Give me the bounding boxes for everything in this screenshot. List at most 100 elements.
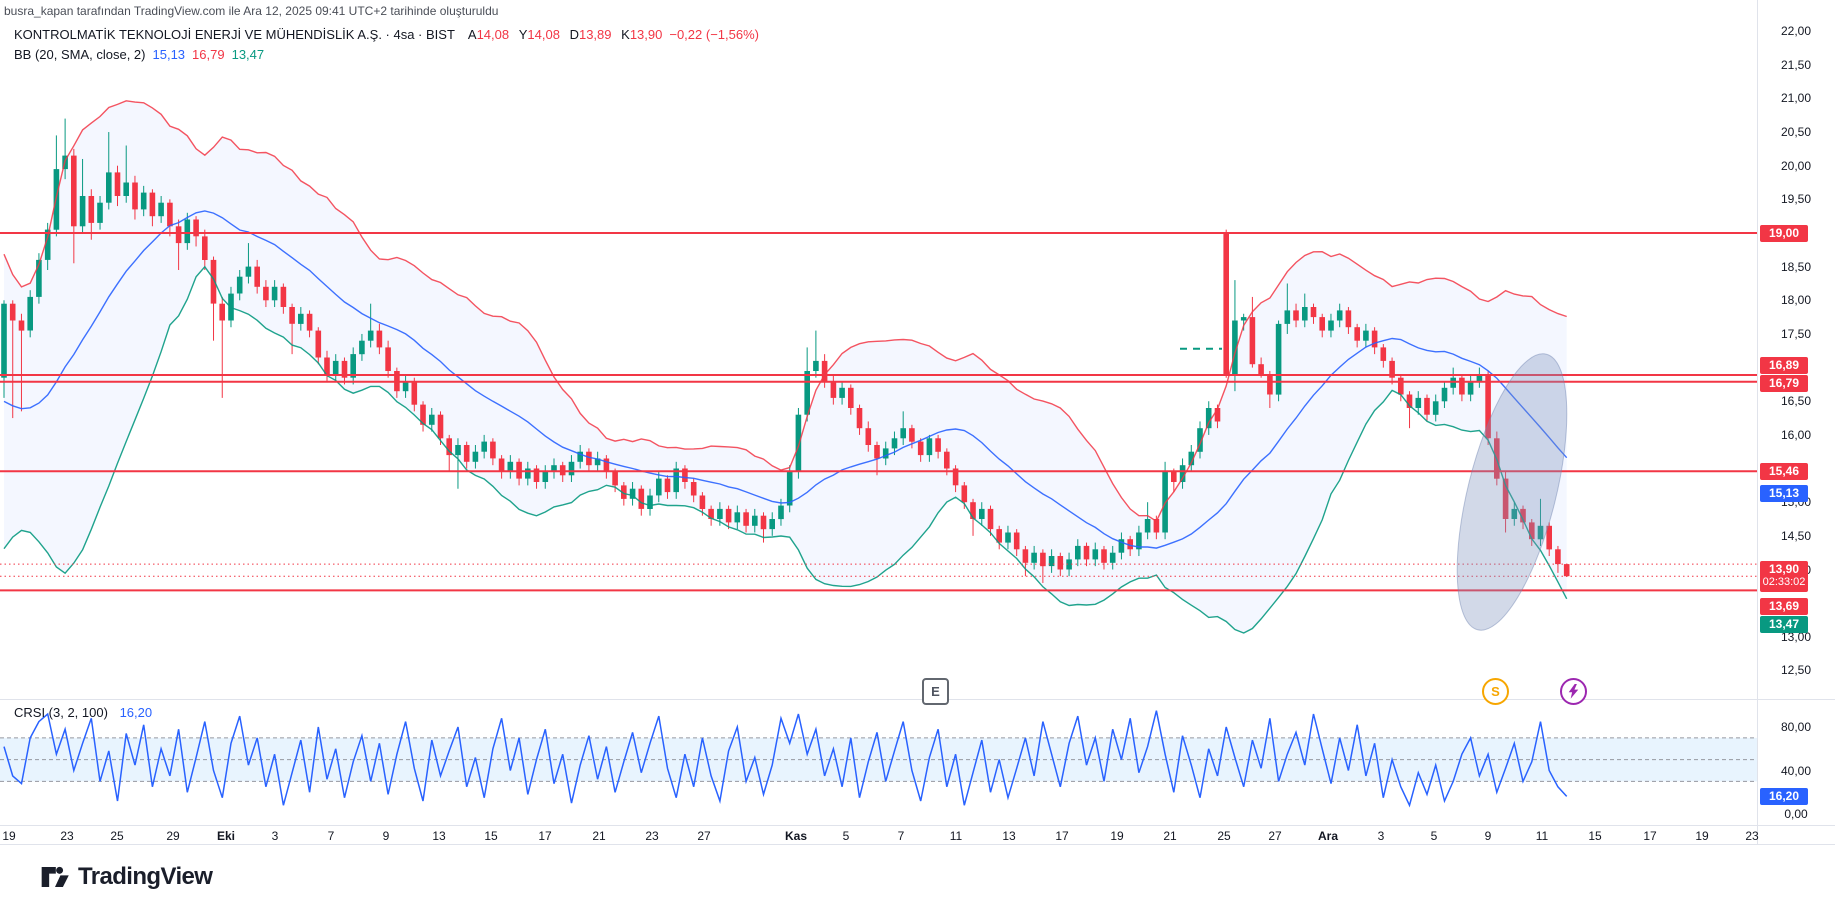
candle-body <box>1232 320 1238 375</box>
candle-body <box>638 488 645 509</box>
candle-body <box>725 508 732 523</box>
candle-body <box>1153 519 1160 533</box>
candle-body <box>1502 478 1509 519</box>
candle-body <box>210 259 217 304</box>
candle-body <box>498 458 505 472</box>
crsi-title[interactable]: CRSI (3, 2, 100) <box>14 705 108 720</box>
candle-body <box>1 303 7 378</box>
crsi-pane[interactable] <box>0 700 1757 825</box>
price-tick-label: 22,00 <box>1780 24 1812 39</box>
candle-body <box>647 495 653 509</box>
candle-body <box>1136 532 1142 550</box>
candle-body <box>1546 525 1552 550</box>
candle-body <box>682 468 688 482</box>
split-marker[interactable]: S <box>1482 678 1509 705</box>
candle-body <box>594 458 601 466</box>
lightning-marker[interactable] <box>1560 678 1587 705</box>
candle-body <box>359 340 365 355</box>
time-tick-label: 21 <box>1163 829 1177 843</box>
candle-body <box>71 155 77 227</box>
time-tick-label: 29 <box>166 829 180 843</box>
candle-body <box>856 408 863 429</box>
candle-body <box>786 471 793 506</box>
candle-body <box>839 387 845 398</box>
candle-body <box>664 478 671 493</box>
candle-body <box>603 458 610 472</box>
candle-body <box>1197 428 1203 452</box>
candle-body <box>1127 539 1133 550</box>
candle-body <box>629 488 636 499</box>
price-badge-15-13: 15,13 <box>1760 484 1808 502</box>
candle-body <box>900 428 906 439</box>
candle-body <box>1040 552 1046 567</box>
time-tick-label: 25 <box>1217 829 1231 843</box>
lightning-icon <box>1568 684 1579 699</box>
time-tick-label: 27 <box>1268 829 1282 843</box>
time-tick-label: 7 <box>327 829 335 843</box>
candle-body <box>219 303 225 321</box>
candle-body <box>1249 317 1256 365</box>
candle-body <box>1485 374 1491 439</box>
price-badge-19-00: 19,00 <box>1760 224 1808 242</box>
symbol-legend-row[interactable]: KONTROLMATİK TEKNOLOJİ ENERJİ VE MÜHENDİ… <box>14 25 759 45</box>
bb-legend-row[interactable]: BB (20, SMA, close, 2) 15,13 16,79 13,47 <box>14 45 759 65</box>
bb-indicator-label[interactable]: BB (20, SMA, close, 2) <box>14 47 146 62</box>
bb-fill <box>4 100 1567 634</box>
candle-body <box>769 519 775 530</box>
candle-body <box>254 266 260 287</box>
candle-body <box>874 445 880 459</box>
candle-body <box>429 414 435 425</box>
candle-body <box>149 192 156 217</box>
time-tick-label: 17 <box>1055 829 1069 843</box>
candle-body <box>88 196 95 223</box>
candle-body <box>306 313 313 331</box>
candle-body <box>970 502 976 519</box>
close-key: K <box>621 27 630 42</box>
candle-body <box>1267 374 1273 395</box>
pane-divider[interactable] <box>0 699 1835 700</box>
candle-body <box>516 461 522 479</box>
candle-body <box>656 478 662 496</box>
price-tick-label: 17,50 <box>1780 326 1812 341</box>
crsi-value: 16,20 <box>119 705 153 720</box>
candle-body <box>420 404 426 425</box>
candle-body <box>996 529 1002 543</box>
tradingview-logo[interactable]: TradingView <box>40 862 213 892</box>
bb-basis-value: 15,13 <box>152 47 186 62</box>
candle-body <box>193 219 199 237</box>
candle-body <box>114 172 121 196</box>
price-badge-16-79: 16,79 <box>1760 375 1808 392</box>
crsi-value-badge: 16,20 <box>1760 787 1808 805</box>
time-tick-label: 27 <box>697 829 711 843</box>
candle-body <box>36 259 42 297</box>
candle-body <box>1459 377 1465 395</box>
time-tick-label: 11 <box>949 829 963 843</box>
price-tick-label: 16,00 <box>1780 427 1812 442</box>
earnings-marker[interactable]: E <box>922 678 949 705</box>
time-tick-label: 25 <box>110 829 124 843</box>
candle-body <box>97 202 103 223</box>
candle-body <box>830 381 837 398</box>
ohlc-values: A14,08 Y14,08 D13,89 K13,90 <box>462 25 662 45</box>
candle-body <box>1075 545 1081 560</box>
candle-body <box>621 485 627 499</box>
time-tick-label: 19 <box>2 829 16 843</box>
symbol-title[interactable]: KONTROLMATİK TEKNOLOJİ ENERJİ VE MÜHENDİ… <box>14 27 455 42</box>
crsi-legend[interactable]: CRSI (3, 2, 100) 16,20 <box>14 705 152 720</box>
bb-upper-band <box>3 100 1567 523</box>
open-key: A <box>467 27 477 42</box>
price-tick-label: 13,00 <box>1780 629 1812 644</box>
price-pane[interactable] <box>0 0 1757 700</box>
candle-body <box>795 414 802 472</box>
tradingview-logo-text: TradingView <box>78 863 213 890</box>
candle-body <box>1336 310 1343 321</box>
candle-body <box>289 307 295 324</box>
crsi-tick-label: 0,00 <box>1784 807 1808 821</box>
price-tick-label: 18,00 <box>1780 293 1812 308</box>
bb-basis-line <box>3 210 1568 549</box>
candle-body <box>865 428 872 445</box>
candle-body <box>882 448 889 459</box>
candle-body <box>472 451 479 462</box>
candle-body <box>1118 539 1125 553</box>
